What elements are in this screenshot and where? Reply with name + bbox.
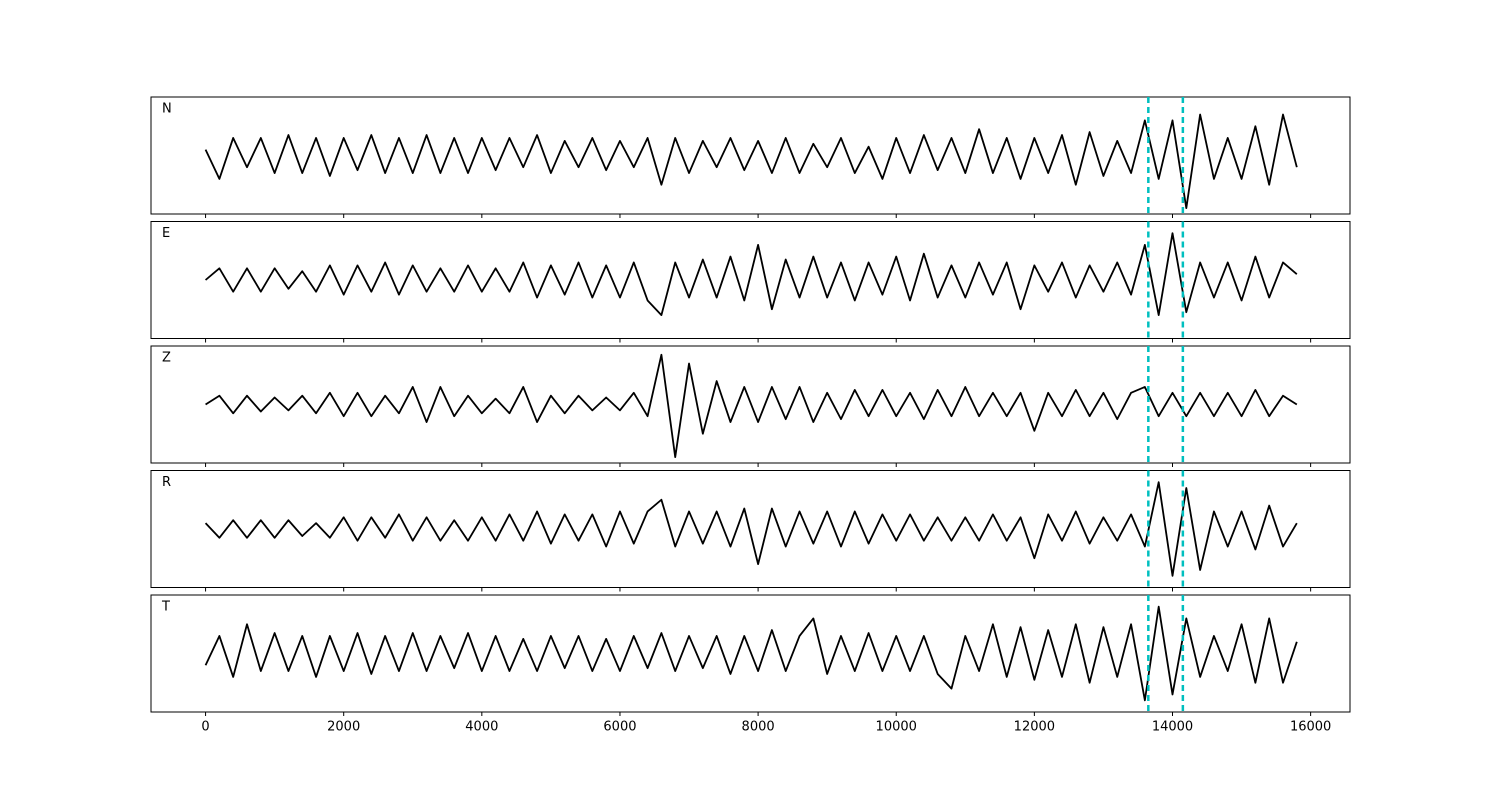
panel-label: E <box>162 226 170 241</box>
waveform <box>204 605 1298 702</box>
x-tick-label: 14000 <box>1152 720 1193 735</box>
panel-frame <box>150 345 1351 464</box>
panel-label: R <box>162 475 171 490</box>
waveform <box>204 481 1298 577</box>
panel-frame <box>150 470 1351 588</box>
panel-label: N <box>162 102 172 117</box>
waveform <box>205 353 1298 459</box>
x-tick-label: 12000 <box>1014 720 1055 735</box>
x-tick-label: 2000 <box>327 720 360 735</box>
x-tick-label: 10000 <box>876 720 917 735</box>
x-tick-label: 0 <box>201 720 209 735</box>
waveform <box>204 232 1298 316</box>
x-tick-label: 16000 <box>1290 720 1331 735</box>
x-tick-label: 8000 <box>742 720 775 735</box>
panel-label: T <box>161 600 170 615</box>
panel-frame <box>150 96 1351 215</box>
waveform <box>204 113 1298 210</box>
x-tick-label: 4000 <box>465 720 498 735</box>
panel-frame <box>150 594 1351 713</box>
x-tick-label: 6000 <box>603 720 636 735</box>
panel-frame <box>150 221 1351 339</box>
panel-label: Z <box>162 351 171 366</box>
